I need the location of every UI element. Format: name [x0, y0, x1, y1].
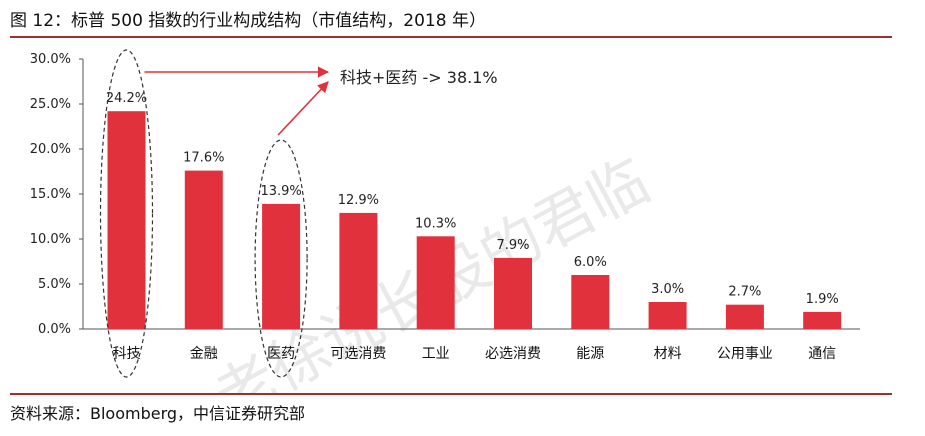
data-label: 10.3%	[415, 216, 456, 231]
bar	[494, 257, 532, 329]
y-tick-label: 25.0%	[30, 97, 71, 112]
bars: 24.2% 17.6% 13.9% 12.9% 10.3% 7.9% 6.0% 3.0% 2.7…	[106, 91, 842, 329]
x-tick-label: 通信	[808, 346, 836, 362]
bottom-rule	[10, 393, 892, 395]
bar	[262, 203, 301, 329]
x-tick-label: 可选消费	[330, 346, 386, 362]
data-label: 6.0%	[574, 255, 607, 270]
data-label: 13.9%	[260, 184, 301, 199]
x-tick-label: 科技	[113, 346, 141, 362]
x-tick-label: 材料	[654, 346, 682, 362]
y-tick-label: 5.0%	[38, 277, 71, 292]
x-tick-label: 金融	[190, 346, 218, 362]
y-tick-label: 10.0%	[30, 232, 71, 247]
data-label: 7.9%	[496, 238, 529, 253]
x-tick-label: 医药	[267, 346, 295, 362]
bar	[571, 275, 610, 329]
y-tick-label: 0.0%	[38, 322, 71, 337]
bar	[339, 212, 378, 329]
bar	[184, 170, 223, 329]
bar	[107, 111, 146, 329]
bar	[416, 236, 455, 329]
data-label: 24.2%	[106, 91, 147, 106]
y-tick-label: 15.0%	[30, 187, 71, 202]
x-tick-label: 必选消费	[485, 346, 541, 362]
bar	[725, 304, 764, 329]
y-tick-label: 30.0%	[30, 52, 71, 67]
bar-chart: 老徐说长股的君临 0.0%5.0%10.0%15.0%20.0%25.0%30.…	[30, 49, 860, 395]
data-label: 3.0%	[651, 282, 684, 297]
highlight-ellipse	[254, 139, 308, 378]
data-label: 1.9%	[806, 292, 839, 307]
figure-title: 图 12：标普 500 指数的行业构成结构（市值结构，2018 年）	[10, 11, 486, 31]
data-label: 17.6%	[183, 151, 224, 166]
annotations: 科技+医药 -> 38.1%	[99, 49, 498, 378]
x-tick-label: 工业	[422, 346, 450, 362]
data-label: 12.9%	[338, 193, 379, 208]
annotation-arrow	[277, 81, 329, 136]
data-label: 2.7%	[728, 285, 761, 300]
top-rule	[10, 36, 892, 38]
annotation-text: 科技+医药 -> 38.1%	[340, 68, 498, 87]
y-tick-label: 20.0%	[30, 142, 71, 157]
x-tick-label: 公用事业	[717, 346, 773, 362]
bar	[648, 302, 687, 329]
x-tick-label: 能源	[576, 346, 604, 362]
source-note: 资料来源：Bloomberg，中信证券研究部	[10, 404, 306, 423]
bar	[803, 311, 842, 329]
y-axis: 0.0% 5.0% 10.0% 15.0% 20.0% 25.0% 30.0%	[30, 52, 860, 337]
highlight-ellipse	[99, 49, 154, 378]
x-axis: 科技 金融 医药 可选消费 工业 必选消费 能源 材料 公用事业 通信	[113, 346, 837, 362]
